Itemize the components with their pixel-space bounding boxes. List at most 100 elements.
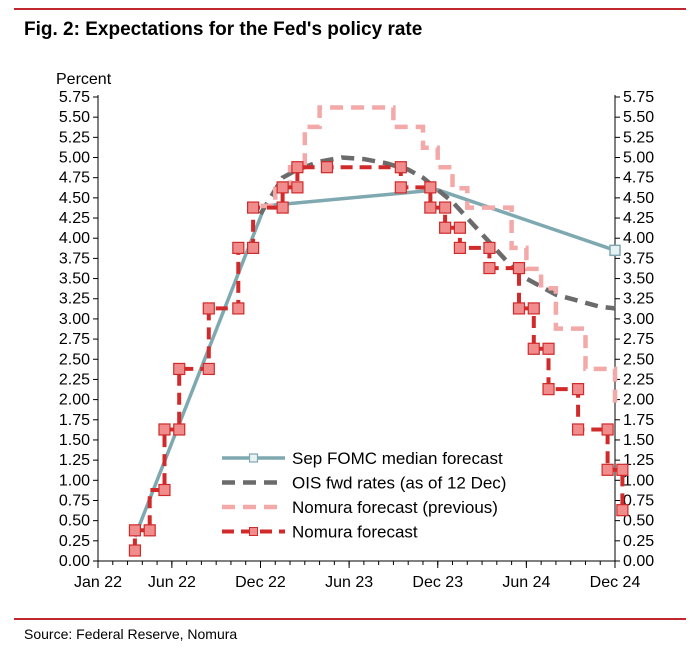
y-tick-label-right: 5.50 bbox=[623, 109, 654, 126]
nomura-marker bbox=[276, 181, 289, 194]
nomura-marker bbox=[483, 261, 496, 275]
chart-legend: Sep FOMC median forecast OIS fwd rates (a… bbox=[222, 449, 506, 542]
x-tick-label: Dec 23 bbox=[412, 574, 463, 591]
y-tick-label-right: 2.50 bbox=[623, 351, 654, 368]
nomura-marker bbox=[247, 201, 260, 214]
y-tick-label-right: 1.75 bbox=[623, 412, 654, 429]
y-tick-label-right: 3.50 bbox=[623, 271, 654, 288]
nomura-marker bbox=[424, 181, 437, 194]
top-rule bbox=[14, 8, 686, 10]
y-tick-label-right: 5.25 bbox=[623, 129, 654, 146]
nomura-marker bbox=[232, 241, 245, 255]
y-tick-label-left: 2.75 bbox=[59, 331, 90, 348]
legend-label-0: Sep FOMC median forecast bbox=[292, 449, 503, 468]
y-tick-label-left: 1.00 bbox=[59, 472, 90, 489]
nomura-marker bbox=[527, 302, 540, 315]
y-tick-label-left: 3.50 bbox=[59, 271, 90, 288]
y-tick-label-right: 1.00 bbox=[623, 472, 654, 489]
y-tick-label-left: 0.50 bbox=[59, 513, 90, 530]
y-tick-label-left: 4.25 bbox=[59, 210, 90, 227]
y-tick-label-left: 2.25 bbox=[59, 371, 90, 388]
y-tick-label-left: 2.00 bbox=[59, 392, 90, 409]
nomura-marker bbox=[158, 423, 171, 436]
bottom-rule bbox=[14, 618, 686, 620]
nomura-marker bbox=[232, 302, 245, 315]
chart-series bbox=[128, 105, 629, 557]
y-tick-label-right: 2.00 bbox=[623, 392, 654, 409]
nomura-marker bbox=[143, 524, 156, 537]
nomura-marker bbox=[291, 181, 304, 194]
nomura-marker bbox=[394, 161, 407, 174]
x-tick-label: Jun 23 bbox=[325, 574, 373, 591]
y-tick-label-right: 0.00 bbox=[623, 553, 654, 570]
nomura-marker bbox=[202, 362, 215, 376]
y-tick-label-left: 1.25 bbox=[59, 452, 90, 469]
y-tick-label-right: 4.00 bbox=[623, 230, 654, 247]
nomura-marker bbox=[453, 241, 466, 255]
y-tick-label-right: 5.75 bbox=[623, 89, 654, 106]
nomura-marker bbox=[128, 524, 142, 537]
x-tick-label: Jun 24 bbox=[502, 574, 550, 591]
nomura-marker bbox=[601, 463, 614, 476]
y-tick-label-right: 0.75 bbox=[623, 492, 654, 509]
nomura-marker bbox=[394, 181, 407, 194]
y-tick-label-left: 3.25 bbox=[59, 291, 90, 308]
nomura-marker bbox=[439, 201, 452, 214]
y-tick-label-right: 5.00 bbox=[623, 150, 654, 167]
y-tick-label-right: 0.25 bbox=[623, 533, 654, 550]
y-tick-label-left: 4.75 bbox=[59, 170, 90, 187]
policy-rate-chart: 0.00 0.00 0.25 0.25 0.50 0.50 0.75 0.75 1.00 1.00… bbox=[56, 71, 654, 591]
y-tick-label-right: 1.50 bbox=[623, 432, 654, 449]
y-tick-label-right: 4.25 bbox=[623, 210, 654, 227]
nomura-marker bbox=[247, 241, 260, 255]
series-line-1 bbox=[258, 155, 616, 311]
y-tick-label-left: 2.50 bbox=[59, 351, 90, 368]
figure-title: Fig. 2: Expectations for the Fed's polic… bbox=[24, 19, 423, 40]
nomura-marker bbox=[512, 261, 526, 275]
y-tick-label-left: 5.00 bbox=[59, 150, 90, 167]
y-tick-label-left: 4.50 bbox=[59, 190, 90, 207]
nomura-marker bbox=[616, 504, 629, 517]
y-tick-label-left: 4.00 bbox=[59, 230, 90, 247]
nomura-marker bbox=[173, 362, 186, 376]
y-tick-label-right: 1.25 bbox=[623, 452, 654, 469]
nomura-marker bbox=[173, 423, 186, 436]
y-tick-label-left: 3.00 bbox=[59, 311, 90, 328]
nomura-marker bbox=[291, 161, 304, 174]
y-tick-label-left: 0.25 bbox=[59, 533, 90, 550]
nomura-marker bbox=[601, 423, 614, 436]
legend-marker-nomura bbox=[249, 527, 258, 536]
legend-label-2: Nomura forecast (previous) bbox=[292, 498, 498, 517]
series-line-0 bbox=[133, 188, 616, 538]
y-tick-label-left: 1.75 bbox=[59, 412, 90, 429]
nomura-marker bbox=[424, 201, 437, 214]
y-tick-label-left: 5.50 bbox=[59, 109, 90, 126]
nomura-marker bbox=[616, 463, 629, 476]
y-tick-label-right: 4.50 bbox=[623, 190, 654, 207]
series-line-2 bbox=[260, 105, 618, 410]
fomc-end-marker bbox=[609, 244, 621, 257]
nomura-marker bbox=[571, 383, 585, 396]
chart-axes: 0.00 0.00 0.25 0.25 0.50 0.50 0.75 0.75 1.00 1.00… bbox=[56, 71, 654, 591]
nomura-marker bbox=[439, 221, 452, 234]
y-tick-label-left: 0.00 bbox=[59, 553, 90, 570]
legend-label-1: OIS fwd rates (as of 12 Dec) bbox=[292, 474, 506, 493]
nomura-marker bbox=[571, 423, 585, 436]
nomura-marker bbox=[483, 241, 496, 255]
y-tick-label-right: 4.75 bbox=[623, 170, 654, 187]
nomura-marker bbox=[276, 201, 289, 214]
y-tick-label-left: 1.50 bbox=[59, 432, 90, 449]
nomura-marker bbox=[320, 161, 334, 174]
y-tick-label-left: 5.75 bbox=[59, 89, 90, 106]
x-tick-label: Jan 22 bbox=[74, 574, 122, 591]
y-tick-label-right: 2.25 bbox=[623, 371, 654, 388]
y-tick-label-right: 3.25 bbox=[623, 291, 654, 308]
nomura-marker bbox=[158, 483, 171, 497]
nomura-marker bbox=[527, 342, 540, 355]
nomura-marker bbox=[512, 302, 526, 315]
y-tick-label-right: 2.75 bbox=[623, 331, 654, 348]
y-tick-label-left: 3.75 bbox=[59, 250, 90, 267]
y-tick-label-right: 3.00 bbox=[623, 311, 654, 328]
legend-label-3: Nomura forecast bbox=[292, 523, 418, 542]
legend-marker-fomc bbox=[248, 453, 259, 463]
